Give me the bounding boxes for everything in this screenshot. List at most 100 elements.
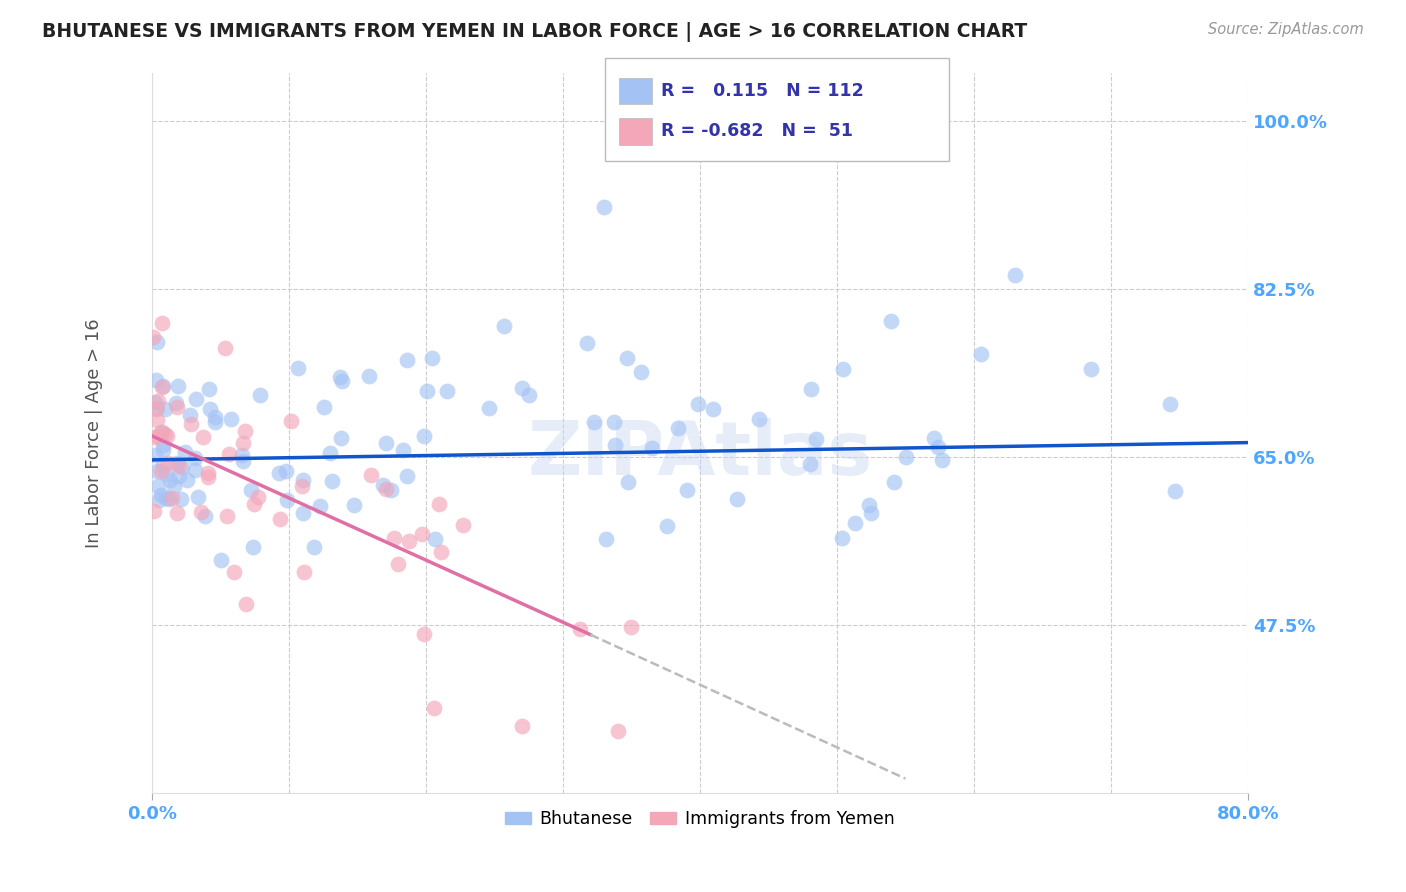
Point [232,436,254,450]
Point [319,445,342,459]
Point [416,384,439,398]
Point [593,200,616,214]
Point [308,499,330,513]
Point [675,483,697,498]
Point [150,488,173,502]
Point [280,414,302,428]
Point [620,620,643,634]
Point [321,474,343,488]
Point [165,395,187,409]
Point [412,626,434,640]
Point [219,412,242,426]
Point [411,527,433,541]
Point [725,492,748,507]
Point [176,473,198,487]
Point [143,430,166,444]
Point [193,430,215,444]
Point [292,473,315,487]
Point [145,402,167,417]
Point [242,497,264,511]
Point [143,448,166,462]
Point [218,447,240,461]
Point [146,401,169,415]
Point [190,505,212,519]
Point [204,410,226,425]
Point [606,723,628,738]
Point [155,491,177,505]
Y-axis label: In Labor Force | Age > 16: In Labor Force | Age > 16 [86,318,103,548]
Point [330,431,353,445]
Point [398,534,420,549]
Point [1159,396,1181,410]
Text: BHUTANESE VS IMMIGRANTS FROM YEMEN IN LABOR FORCE | AGE > 16 CORRELATION CHART: BHUTANESE VS IMMIGRANTS FROM YEMEN IN LA… [42,22,1028,42]
Point [232,454,254,468]
Point [249,387,271,401]
Point [170,460,193,475]
Point [242,540,264,554]
Point [382,531,405,545]
Point [150,316,173,330]
Point [342,498,364,512]
Point [156,429,179,443]
Point [152,459,174,474]
Point [162,491,184,505]
Point [150,425,173,439]
Point [269,467,291,481]
Point [800,382,823,396]
Point [373,478,395,492]
Point [146,464,169,478]
Point [186,392,208,406]
Point [246,490,269,504]
Point [174,444,197,458]
Point [291,479,314,493]
Point [569,622,592,636]
Point [146,479,169,493]
Point [748,412,770,426]
Point [605,437,627,451]
Point [146,412,169,426]
Point [666,421,689,435]
Point [287,361,309,376]
Point [1164,483,1187,498]
Point [380,483,402,498]
Point [292,565,315,579]
Point [1080,361,1102,376]
Point [180,417,202,432]
Point [184,463,207,477]
Point [478,401,501,415]
Point [146,393,169,408]
Point [183,450,205,465]
Point [150,380,173,394]
Point [169,458,191,473]
Text: ZIPAtlas: ZIPAtlas [527,418,873,491]
Point [163,479,186,493]
Point [894,450,917,464]
Point [494,318,516,333]
Point [157,456,180,470]
Point [804,432,827,446]
Point [197,382,219,396]
Point [387,557,409,571]
Point [159,473,181,487]
Point [396,469,419,483]
Point [143,395,166,409]
Point [155,427,177,442]
Point [146,334,169,349]
Point [630,365,652,379]
Point [155,467,177,481]
Point [194,508,217,523]
Point [799,457,821,471]
Point [235,425,257,439]
Point [576,335,599,350]
Point [312,400,335,414]
Point [655,518,678,533]
Point [276,493,298,508]
Point [436,384,458,398]
Point [931,453,953,467]
Point [179,408,201,422]
Point [860,506,883,520]
Point [922,431,945,445]
Point [427,497,450,511]
Point [167,378,190,392]
Point [617,475,640,489]
